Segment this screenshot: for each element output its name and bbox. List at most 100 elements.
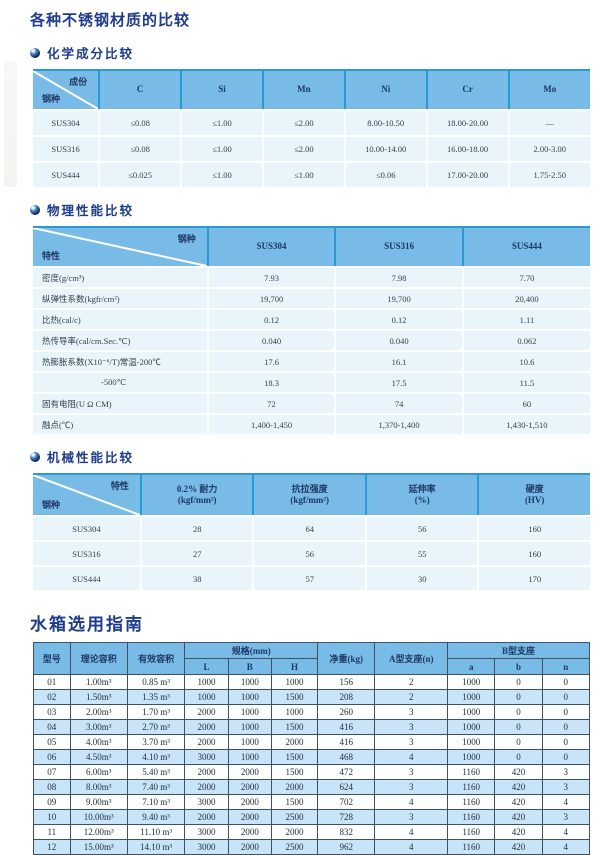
table-cell: 0 xyxy=(541,749,591,765)
table-cell: 0 xyxy=(494,734,543,750)
table-cell: 8.00-10.50 xyxy=(343,111,426,135)
column-header: C xyxy=(98,71,181,109)
table-cell: 0.040 xyxy=(334,331,462,350)
table-cell: 1000 xyxy=(270,704,319,720)
table-cell: 7.70 xyxy=(461,268,590,287)
table-cell: 1000 xyxy=(447,674,496,690)
table-row: 融点(℃) 1,400-1,450 1,370-1,400 1,430-1,510 xyxy=(33,415,590,434)
table-cell: 11.10 m³ xyxy=(126,824,186,840)
column-header: 0.2% 耐力 (kgf/mm²) xyxy=(139,475,253,515)
table-cell: 0 xyxy=(494,689,543,705)
table-row: 08 8.00m³ 7.40 m³ 2000 2000 2000 624 3 1160 420 3 xyxy=(33,779,591,795)
table-cell: 2000 xyxy=(184,764,229,780)
table-cell: 3 xyxy=(374,734,449,750)
table-cell: 2.00-3.00 xyxy=(507,137,590,161)
table-cell: 01 xyxy=(33,674,71,690)
table-cell: 4.50m³ xyxy=(69,749,128,765)
table-cell: 1160 xyxy=(447,824,496,840)
table-cell: 728 xyxy=(317,809,376,825)
section-label: 物理性能比较 xyxy=(47,204,135,218)
column-subheader: L xyxy=(184,658,229,675)
table-cell: 2000 xyxy=(227,794,272,810)
table-cell: 2.00m³ xyxy=(69,704,128,720)
table-cell: 3 xyxy=(374,779,449,795)
table-cell: 1500 xyxy=(270,749,319,765)
table-cell: 0 xyxy=(541,704,591,720)
table-cell: 420 xyxy=(494,824,543,840)
table-cell: 1000 xyxy=(227,734,272,750)
table-cell: 55 xyxy=(364,542,478,565)
table-cell: 17.00-20.00 xyxy=(425,163,508,187)
table-cell: 17.5 xyxy=(334,373,462,392)
section-label: 化学成分比较 xyxy=(47,47,135,61)
table-cell: 1000 xyxy=(447,719,496,735)
table-cell: 2000 xyxy=(270,779,319,795)
scan-artifact xyxy=(4,62,17,187)
table-cell: 420 xyxy=(494,794,543,810)
table-cell: 1000 xyxy=(227,719,272,735)
table-cell: 0 xyxy=(541,674,591,690)
table-row: SUS444 38 57 30 170 xyxy=(33,567,590,590)
table-cell: 2 xyxy=(374,674,449,690)
column-header: Cr xyxy=(425,71,508,109)
column-header-unit: (%) xyxy=(414,495,430,505)
table-cell: 160 xyxy=(477,542,590,565)
column-header: SUS316 xyxy=(334,228,462,266)
table-cell: 4 xyxy=(541,794,591,810)
table-cell: 20,400 xyxy=(461,289,590,308)
column-header: 硬度 (HV) xyxy=(477,475,590,515)
row-label-cell: 纵弹性系数(kgfr/cm²) xyxy=(33,289,207,308)
table-cell: 1000 xyxy=(447,749,496,765)
table-cell: 420 xyxy=(494,839,543,855)
table-cell: 1.35 m³ xyxy=(126,689,186,705)
table-cell: 832 xyxy=(317,824,376,840)
column-header-title: 抗拉强度 xyxy=(291,483,328,494)
table-cell: 9.40 m³ xyxy=(126,809,186,825)
column-header: SUS444 xyxy=(461,228,590,266)
table-cell: 3.70 m³ xyxy=(126,734,186,750)
corner-header-cell: 特性 钢种 xyxy=(33,475,140,515)
table-cell: 3000 xyxy=(184,839,229,855)
table-cell: 14.10 m³ xyxy=(126,839,186,855)
column-header: Mn xyxy=(261,71,344,109)
table-cell: 0 xyxy=(494,719,543,735)
table-cell: 4.00m³ xyxy=(69,734,128,750)
table-cell: 2000 xyxy=(184,734,229,750)
table-cell: 7.40 m³ xyxy=(126,779,186,795)
table-cell: 74 xyxy=(334,394,462,413)
table-cell: 1.70 m³ xyxy=(126,704,186,720)
table-cell: 19,700 xyxy=(206,289,335,308)
diagonal-divider xyxy=(33,71,98,109)
table-row: 比热(cal/c) 0.12 0.12 1.11 xyxy=(33,310,590,329)
table-cell: 420 xyxy=(494,809,543,825)
column-header: 延伸率 (%) xyxy=(364,475,478,515)
table-row: SUS444 ≤0.025 ≤1.00 ≤1.00 ≤0.06 17.00-20.00 1.… xyxy=(33,163,590,187)
table-cell: 0 xyxy=(541,719,591,735)
column-header-group: B型支座 xyxy=(447,642,590,659)
table-cell: 8.00m³ xyxy=(69,779,128,795)
table-cell: 2500 xyxy=(270,839,319,855)
table-cell: 04 xyxy=(33,719,71,735)
table-row: 固有电阻(U Ω CM) 72 74 60 xyxy=(33,394,590,413)
row-label-cell: SUS444 xyxy=(33,567,140,590)
table-row: 11 12.00m³ 11.10 m³ 3000 2000 2000 832 4 1160 420… xyxy=(33,824,591,840)
table-cell: 4.10 m³ xyxy=(126,749,186,765)
page-title: 各种不锈钢材质的比较 xyxy=(30,12,191,29)
column-header: A型支座(n) xyxy=(374,642,449,675)
table-cell: 02 xyxy=(33,689,71,705)
diagonal-divider xyxy=(33,228,207,266)
table-cell: 962 xyxy=(317,839,376,855)
column-subheader: a xyxy=(447,658,496,675)
table-cell: 2000 xyxy=(184,704,229,720)
table-cell: 57 xyxy=(252,567,365,590)
table-cell: 18.3 xyxy=(206,373,335,392)
table-cell: 0.062 xyxy=(461,331,590,350)
table-cell: 1.75-2.50 xyxy=(507,163,590,187)
table-cell: 2000 xyxy=(227,839,272,855)
table-header-row: 钢种 特性 SUS304 SUS316 SUS444 xyxy=(33,226,590,266)
table-cell: ≤2.00 xyxy=(261,137,344,161)
table-header-row: 特性 钢种 0.2% 耐力 (kgf/mm²) 抗拉强度 (kgf/mm²) 延伸率 (%) 硬… xyxy=(33,473,590,515)
table-row: 07 6.00m³ 5.40 m³ 2000 2000 1500 472 3 1160 420 3 xyxy=(33,764,591,780)
table-cell: 1,400-1,450 xyxy=(206,415,335,434)
table-cell: 468 xyxy=(317,749,376,765)
